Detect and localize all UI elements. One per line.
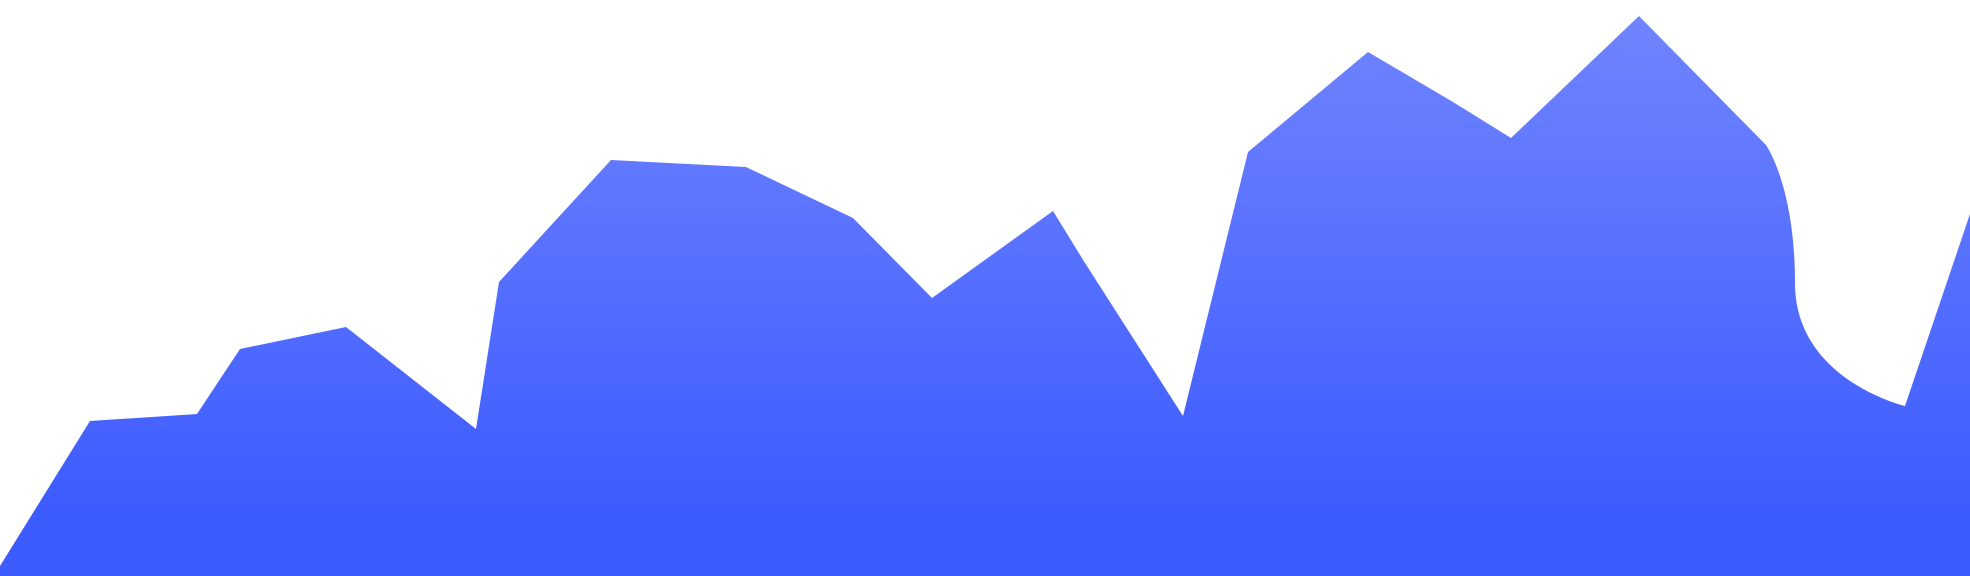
wave-polygon <box>0 16 1970 576</box>
